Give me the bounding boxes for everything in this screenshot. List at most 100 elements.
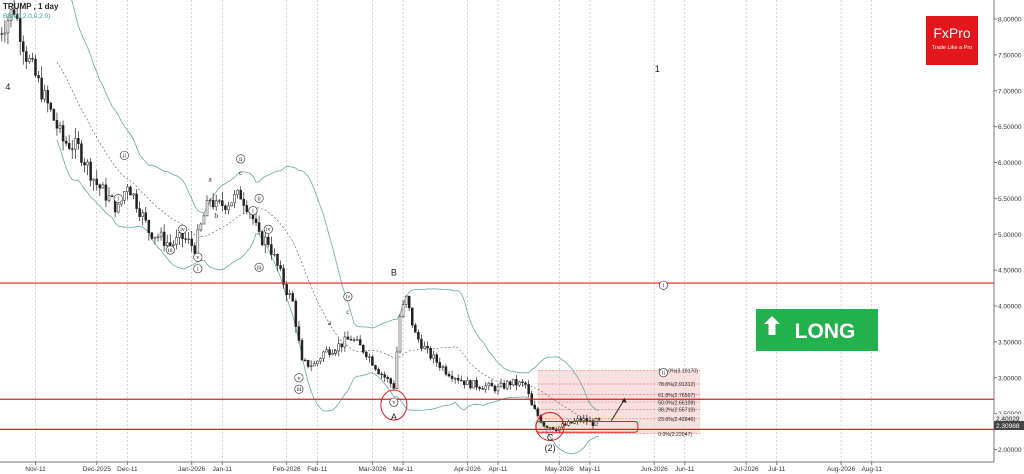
candle-body	[573, 420, 576, 424]
candle-body	[475, 380, 478, 388]
candle-body	[165, 242, 169, 246]
candle-body	[104, 184, 108, 201]
time-axis: Nov-11 Dec-2025 Dec-11 Jan-2026 Jan-11 Feb-20…	[0, 461, 994, 473]
candle-body	[196, 229, 200, 254]
candle-body	[25, 51, 28, 62]
candle-body	[325, 349, 328, 353]
candle-body	[407, 295, 411, 309]
candle-body	[279, 265, 282, 269]
candle-body	[432, 354, 435, 359]
time-tick-label: Aug-11	[861, 466, 882, 473]
candle-body	[288, 293, 291, 296]
candle-body	[184, 238, 187, 240]
long-badge-box	[756, 309, 878, 351]
wave-label-circle	[178, 224, 188, 234]
price-tick-label: 6.50000	[998, 124, 1022, 131]
candle-body	[371, 356, 374, 366]
time-tick-label: Aug-2026	[827, 466, 856, 473]
candle-body	[267, 236, 270, 245]
candle-body	[496, 386, 500, 392]
candle-body	[86, 161, 89, 166]
candle-body	[420, 338, 423, 349]
candle-body	[466, 380, 469, 385]
candle-body	[172, 244, 175, 246]
candle-body	[515, 379, 518, 386]
indicator-label: BB(20,2.0,0,2.0)	[3, 13, 50, 20]
candle-body	[398, 316, 402, 353]
wave-label: ii	[123, 153, 127, 159]
candle-body	[129, 186, 132, 196]
candle-body	[12, 9, 16, 15]
arrow-up-icon	[764, 316, 780, 335]
wave-label: v	[196, 255, 199, 261]
wave-label: iii	[257, 265, 262, 271]
candle-body	[505, 381, 509, 389]
wave-label: a	[208, 174, 212, 183]
wave-label: iii	[168, 248, 173, 254]
time-tick-label: May-11	[579, 466, 601, 473]
wave-label: v	[392, 400, 395, 406]
candle-body	[230, 202, 233, 207]
candle-body	[438, 362, 442, 368]
candle-body	[18, 18, 22, 42]
candle-body	[61, 125, 65, 142]
candle-body	[456, 378, 460, 381]
candle-body	[346, 336, 350, 340]
candle-body	[132, 193, 135, 196]
wave-label: C	[547, 432, 554, 442]
candle-body	[303, 359, 307, 362]
candle-body	[67, 143, 71, 149]
candle-body	[472, 380, 475, 389]
wave-label: a	[328, 318, 332, 327]
wave-label: c	[346, 307, 350, 316]
candle-body	[352, 339, 356, 341]
candle-body	[227, 205, 230, 210]
fib-level-label: 100.0%(3.10170)	[658, 369, 698, 375]
candle-body	[328, 349, 331, 355]
current-price-label: 2.30988	[996, 423, 1020, 430]
candle-body	[450, 375, 454, 379]
fib-level-label: 23.6%(2.42846)	[658, 417, 695, 423]
candle-body	[221, 200, 224, 207]
price-tick-label: 2.00000	[998, 447, 1022, 454]
candle-body	[31, 58, 34, 60]
wave-label-circle	[254, 262, 264, 272]
candle-body	[58, 125, 62, 129]
candle-body	[579, 418, 582, 421]
wave-label: b	[334, 347, 338, 356]
wave-label-circle	[193, 252, 203, 262]
candle-body	[542, 422, 546, 427]
candle-body	[190, 238, 193, 246]
wave-label-circle	[236, 154, 246, 164]
wave-label: B	[391, 267, 397, 277]
candle-body	[380, 373, 383, 376]
candle-body	[383, 374, 386, 378]
candle-body	[144, 212, 148, 221]
candle-body	[34, 58, 37, 76]
fxpro-logo: FxPro Trade Like a Pro	[926, 16, 978, 65]
price-tick-label: 3.50000	[998, 339, 1022, 346]
candle-body	[377, 369, 380, 375]
wave-label-circle	[389, 397, 399, 407]
wave-label: 4	[5, 82, 10, 92]
wave-label-circle	[294, 373, 304, 383]
time-tick-label: Dec-2025	[83, 466, 112, 473]
candle-body	[236, 189, 239, 195]
candle-body	[123, 191, 126, 201]
current-price-label: 2.40029	[996, 416, 1020, 423]
candle-body	[74, 138, 77, 150]
candle-body	[548, 427, 552, 429]
candle-body	[46, 90, 50, 104]
candle-body	[101, 184, 105, 189]
time-tick-label: Feb-11	[307, 466, 327, 473]
candle-body	[355, 339, 359, 341]
bollinger-upper-band	[71, 0, 600, 411]
candle-body	[368, 356, 371, 358]
candle-body	[276, 254, 279, 266]
candle-body	[71, 148, 74, 150]
price-tick-label: 8.00000	[998, 17, 1022, 24]
candle-body	[0, 33, 4, 35]
candle-body	[49, 102, 53, 110]
